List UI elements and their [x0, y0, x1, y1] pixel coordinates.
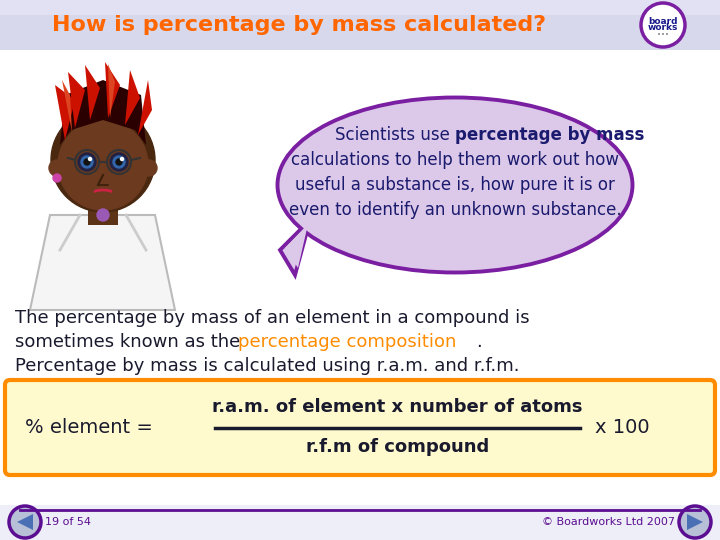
Circle shape — [116, 159, 122, 165]
Circle shape — [58, 120, 148, 210]
Text: useful a substance is, how pure it is or: useful a substance is, how pure it is or — [295, 176, 615, 194]
Circle shape — [113, 156, 125, 168]
Text: Percentage by mass is calculated using r.a.m. and r.f.m.: Percentage by mass is calculated using r… — [15, 357, 520, 375]
Circle shape — [120, 158, 124, 160]
Text: percentage composition: percentage composition — [238, 333, 456, 351]
Circle shape — [9, 506, 41, 538]
Text: calculations to help them work out how: calculations to help them work out how — [291, 151, 619, 169]
Text: 19 of 54: 19 of 54 — [45, 517, 91, 527]
Text: board: board — [648, 17, 678, 25]
Circle shape — [679, 506, 711, 538]
FancyBboxPatch shape — [0, 0, 720, 15]
Polygon shape — [105, 62, 120, 118]
Text: r.a.m. of element x number of atoms: r.a.m. of element x number of atoms — [212, 399, 582, 416]
Text: How is percentage by mass calculated?: How is percentage by mass calculated? — [52, 15, 546, 35]
Circle shape — [84, 159, 90, 165]
Polygon shape — [108, 64, 115, 118]
Text: •••: ••• — [657, 32, 669, 38]
Polygon shape — [30, 215, 175, 310]
Text: Scientists use: Scientists use — [335, 126, 455, 144]
Polygon shape — [125, 70, 140, 125]
Polygon shape — [687, 514, 703, 530]
Text: r.f.m of compound: r.f.m of compound — [306, 438, 489, 456]
Text: percentage by mass: percentage by mass — [455, 126, 644, 144]
Circle shape — [110, 153, 128, 171]
Text: even to identify an unknown substance.: even to identify an unknown substance. — [289, 201, 621, 219]
Text: The percentage by mass of an element in a compound is: The percentage by mass of an element in … — [15, 309, 530, 327]
Text: © Boardworks Ltd 2007: © Boardworks Ltd 2007 — [542, 517, 675, 527]
Polygon shape — [285, 224, 308, 268]
Polygon shape — [280, 220, 310, 275]
Circle shape — [53, 174, 61, 182]
Polygon shape — [17, 514, 33, 530]
Circle shape — [78, 153, 96, 171]
Text: .: . — [476, 333, 482, 351]
Text: x 100: x 100 — [595, 418, 649, 437]
Circle shape — [141, 160, 157, 176]
Polygon shape — [85, 65, 100, 120]
Polygon shape — [55, 85, 75, 140]
Polygon shape — [138, 80, 152, 135]
Text: % element =: % element = — [25, 418, 153, 437]
Circle shape — [49, 160, 65, 176]
Circle shape — [81, 156, 93, 168]
Ellipse shape — [277, 98, 632, 273]
Text: works: works — [648, 24, 678, 32]
Polygon shape — [60, 80, 146, 145]
FancyBboxPatch shape — [0, 50, 720, 505]
FancyBboxPatch shape — [0, 0, 720, 50]
Circle shape — [641, 3, 685, 47]
Circle shape — [97, 209, 109, 221]
FancyBboxPatch shape — [88, 195, 118, 225]
Polygon shape — [62, 80, 72, 132]
Polygon shape — [68, 72, 85, 128]
FancyBboxPatch shape — [5, 380, 715, 475]
Circle shape — [89, 158, 91, 160]
Circle shape — [51, 108, 155, 212]
Text: sometimes known as the: sometimes known as the — [15, 333, 246, 351]
